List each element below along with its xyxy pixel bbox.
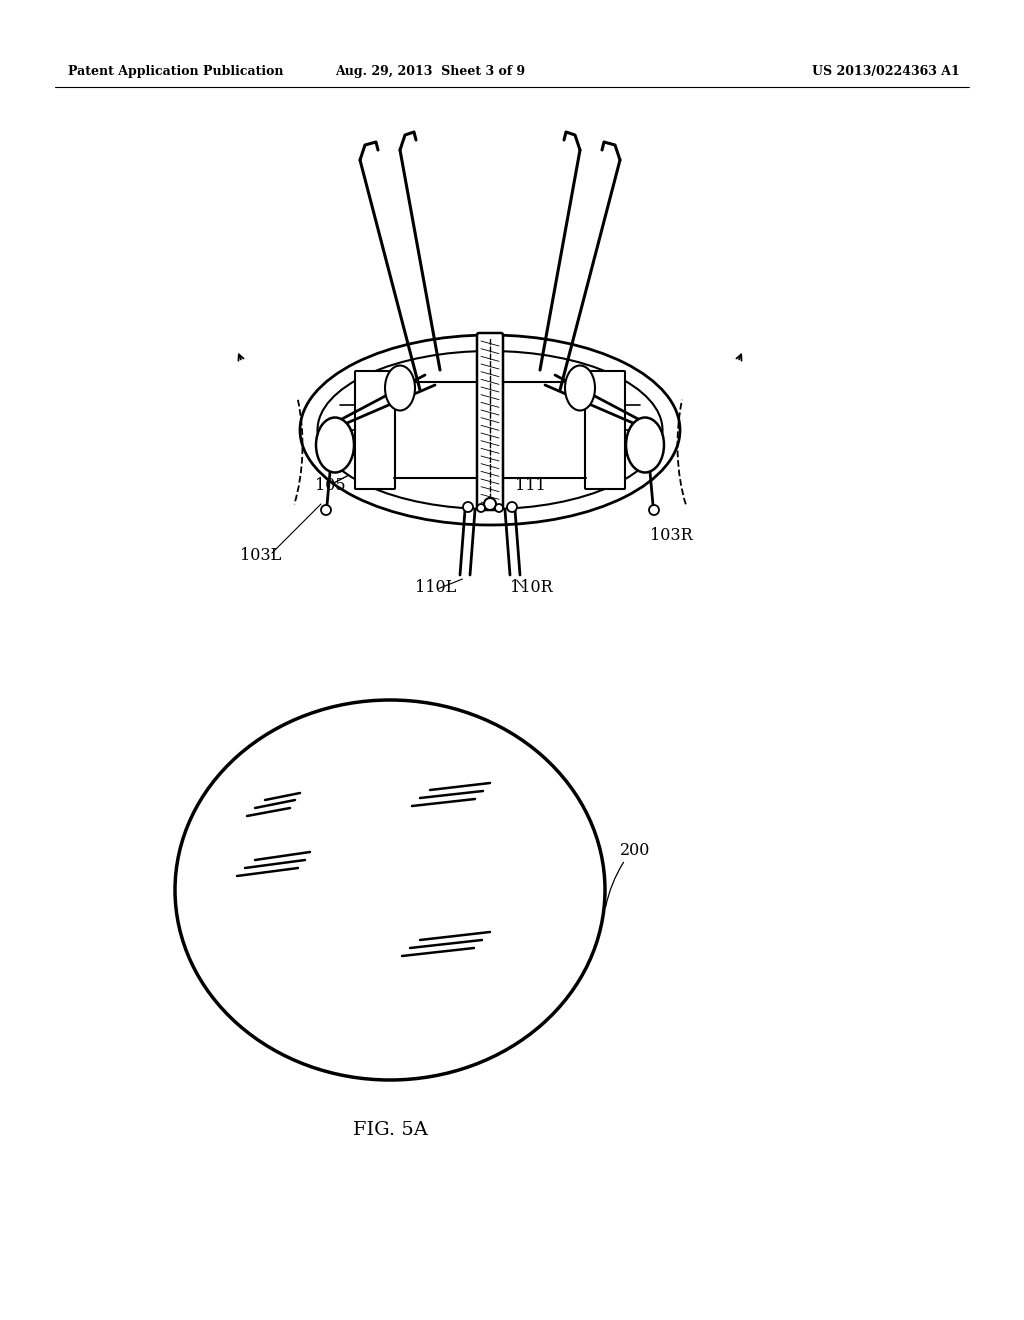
Text: 105: 105 <box>315 477 346 494</box>
Circle shape <box>649 506 659 515</box>
Circle shape <box>477 504 485 512</box>
Text: 103L: 103L <box>240 546 282 564</box>
Text: Patent Application Publication: Patent Application Publication <box>68 66 284 78</box>
Text: US 2013/0224363 A1: US 2013/0224363 A1 <box>812 66 961 78</box>
Ellipse shape <box>626 417 664 473</box>
Text: FIG. 5A: FIG. 5A <box>352 1121 427 1139</box>
FancyBboxPatch shape <box>477 333 503 510</box>
Text: 110L: 110L <box>415 579 457 597</box>
Circle shape <box>463 502 473 512</box>
Text: 103R: 103R <box>650 527 693 544</box>
Text: 110R: 110R <box>510 579 553 597</box>
Ellipse shape <box>316 417 354 473</box>
Ellipse shape <box>565 366 595 411</box>
Ellipse shape <box>385 366 415 411</box>
Ellipse shape <box>317 351 663 510</box>
Circle shape <box>495 504 503 512</box>
Circle shape <box>484 498 496 510</box>
FancyBboxPatch shape <box>585 371 625 488</box>
Text: 111: 111 <box>515 477 546 494</box>
Circle shape <box>321 506 331 515</box>
Text: 200: 200 <box>620 842 650 859</box>
Circle shape <box>507 502 517 512</box>
Text: Aug. 29, 2013  Sheet 3 of 9: Aug. 29, 2013 Sheet 3 of 9 <box>335 66 525 78</box>
Ellipse shape <box>175 700 605 1080</box>
FancyBboxPatch shape <box>355 371 395 488</box>
